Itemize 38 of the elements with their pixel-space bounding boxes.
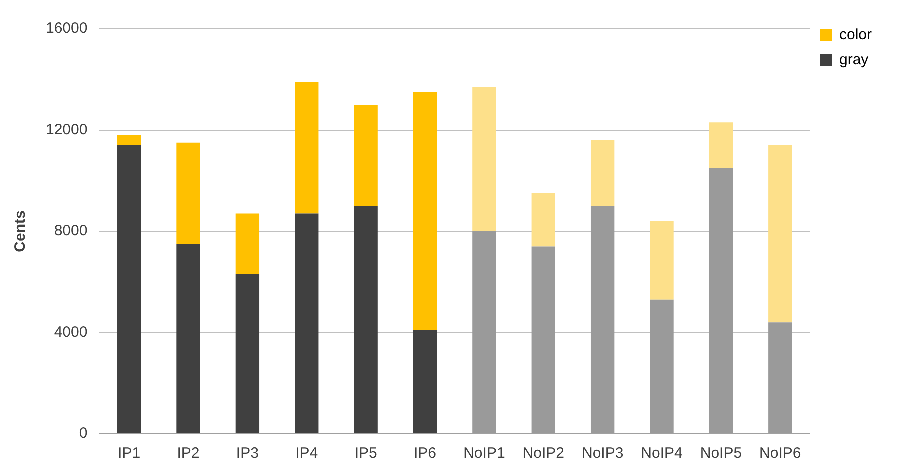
bar [413,330,438,434]
bar [295,82,319,214]
bar [117,135,142,146]
y-tick-label: 12000 [46,121,88,138]
bar [295,214,319,434]
y-axis-title: Cents [12,210,30,252]
x-tick-label: NoIP1 [464,445,506,462]
y-tick-label: 0 [79,425,88,442]
y-tick-label: 16000 [46,20,88,38]
y-tick-label: 4000 [54,324,88,341]
x-tick-label: NoIP4 [641,445,683,462]
bar [768,145,792,323]
x-tick-label: IP1 [118,445,141,462]
bar [472,87,496,232]
bar [354,104,378,206]
y-tick-label: 8000 [54,222,88,240]
bar [590,140,615,206]
x-tick-label: NoIP3 [582,445,624,462]
bar [236,214,260,275]
x-tick-label: IP3 [236,445,259,462]
x-tick-label: IP6 [414,445,437,462]
bar [117,145,142,434]
x-tick-label: NoIP2 [522,445,564,462]
legend-label: gray [839,52,870,69]
bar [709,122,734,168]
bar [532,194,556,247]
x-tick-label: NoIP5 [700,445,742,462]
x-tick-label: IP5 [354,445,378,462]
x-tick-label: IP4 [296,445,318,462]
bar [176,244,200,434]
bar [236,274,260,434]
bar [176,142,200,244]
legend-label: color [839,26,872,44]
x-tick-label: IP2 [177,445,200,462]
bar [354,206,378,434]
x-tick-label: NoIP6 [760,445,802,462]
bar [413,92,438,330]
bar [650,221,674,300]
